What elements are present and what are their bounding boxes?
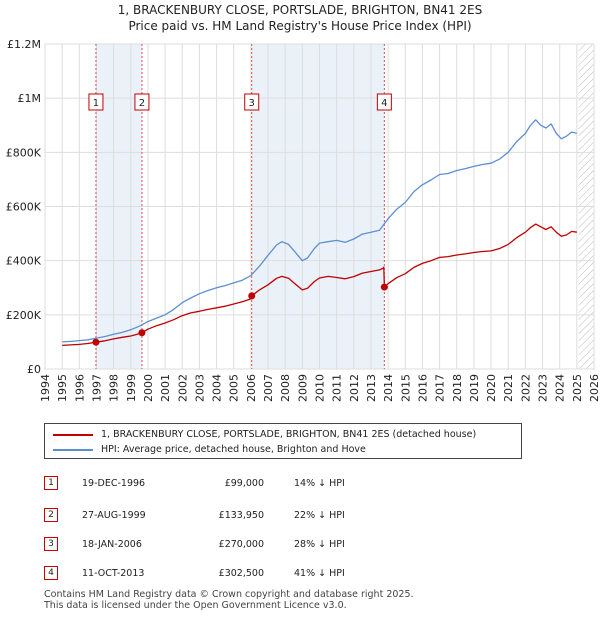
transaction-price: £133,950 [218,510,264,521]
x-tick-label: 2010 [314,374,327,402]
transaction-label: 1 [93,98,99,109]
x-tick-label: 2004 [211,374,224,402]
x-tick-label: 2014 [382,374,395,402]
y-tick-label: £1M [18,92,42,105]
x-tick-label: 2022 [519,374,532,402]
x-tick-label: 2002 [176,374,189,402]
x-tick-label: 1999 [125,374,138,402]
transaction-hpi-diff: 28% ↓ HPI [294,539,345,550]
x-tick-label: 2023 [537,374,550,402]
transaction-price: £270,000 [218,539,264,550]
x-tick-label: 2006 [245,374,258,402]
transaction-label-box [376,93,392,111]
y-tick-label: £200K [6,309,42,322]
x-tick-label: 2018 [451,374,464,402]
transaction-label: 2 [139,98,145,109]
x-tick-label: 1996 [73,374,86,402]
transaction-label: 4 [381,98,387,109]
x-tick-label: 2016 [416,374,429,402]
y-tick-label: £0 [27,363,41,376]
transaction-marker: 2 [44,508,58,522]
x-tick-label: 2011 [331,374,344,402]
x-tick-label: 1997 [90,374,103,402]
footer: Contains HM Land Registry data © Crown c… [44,589,414,611]
transaction-date: 27-AUG-1999 [82,510,146,521]
x-tick-label: 2007 [262,374,275,402]
transaction-price: £302,500 [218,568,264,579]
price-paid-line [62,223,577,347]
y-tick-label: £800K [6,146,42,159]
footer-copyright: Contains HM Land Registry data © Crown c… [44,589,414,600]
transaction-date: 11-OCT-2013 [82,568,145,579]
legend: 1, BRACKENBURY CLOSE, PORTSLADE, BRIGHTO… [44,423,522,459]
x-tick-label: 2000 [142,374,155,402]
transaction-marker: 4 [44,566,58,580]
x-tick-label: 2012 [348,374,361,402]
x-tick-label: 2015 [399,374,412,402]
transaction-date: 18-JAN-2006 [82,539,142,550]
sale-point [138,329,146,337]
x-tick-label: 2026 [588,374,600,402]
legend-label-hpi: HPI: Average price, detached house, Brig… [101,444,366,455]
x-tick-label: 2021 [502,374,515,402]
sale-point [380,283,388,291]
x-tick-label: 2013 [365,374,378,402]
legend-swatch-property [53,434,93,436]
x-tick-label: 2003 [193,374,206,402]
y-tick-label: £1.2M [7,38,41,51]
x-tick-label: 2017 [434,374,447,402]
transaction-label-box [134,93,150,111]
transaction-marker: 3 [44,537,58,551]
transaction-marker: 1 [44,476,58,490]
transaction-hpi-diff: 14% ↓ HPI [294,478,345,489]
legend-label-property: 1, BRACKENBURY CLOSE, PORTSLADE, BRIGHTO… [101,429,477,440]
transaction-label: 3 [249,98,255,109]
x-tick-label: 2001 [159,374,172,402]
transaction-label-box [244,93,260,111]
sale-point [248,292,256,300]
transaction-hpi-diff: 41% ↓ HPI [294,568,345,579]
transaction-hpi-diff: 22% ↓ HPI [294,510,345,521]
x-tick-label: 2008 [279,374,292,402]
chart-title-line2: Price paid vs. HM Land Registry's House … [128,19,472,33]
x-tick-label: 1994 [39,374,52,402]
chart-title-line1: 1, BRACKENBURY CLOSE, PORTSLADE, BRIGHTO… [117,3,483,17]
legend-swatch-hpi [53,449,93,451]
sale-point [92,338,100,346]
transaction-price: £99,000 [224,478,264,489]
y-tick-label: £600K [6,201,42,214]
x-tick-label: 1995 [56,374,69,402]
price-chart: £0 £200K £400K £600K £800K £1M £1.2M 1994 1995 19… [6,38,600,402]
x-tick-label: 2019 [468,374,481,402]
x-tick-label: 2005 [228,374,241,402]
x-tick-label: 2020 [485,374,498,402]
x-tick-label: 2009 [296,374,309,402]
hpi-line [62,119,577,343]
x-tick-label: 2025 [571,374,584,402]
transaction-label-box [88,93,104,111]
x-tick-label: 2024 [554,374,567,402]
transaction-date: 19-DEC-1996 [82,478,146,489]
y-tick-label: £400K [6,255,42,268]
x-tick-label: 1998 [108,374,121,402]
footer-license: This data is licensed under the Open Gov… [44,600,347,611]
